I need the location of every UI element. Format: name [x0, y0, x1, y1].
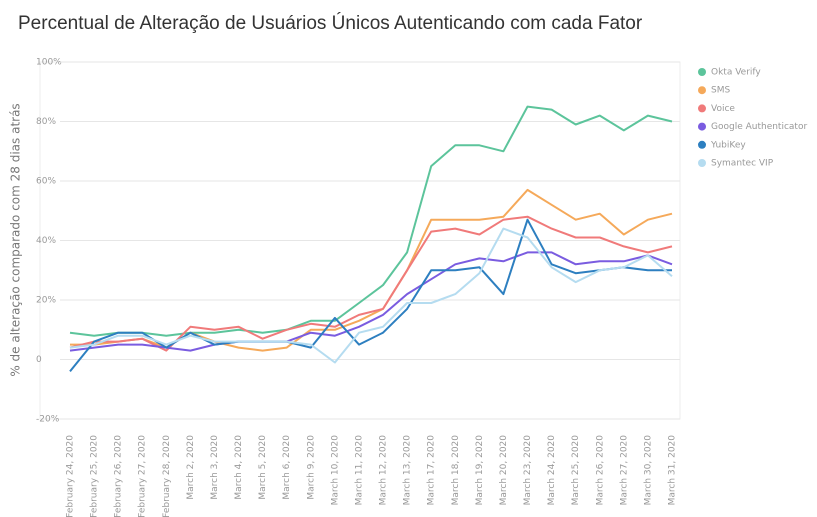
x-tick-label: March 5, 2020: [258, 435, 268, 500]
y-axis-label: % de alteração comparado com 28 dias atr…: [9, 103, 23, 376]
x-tick-label: February 24, 2020: [66, 435, 76, 517]
x-tick-label: March 13, 2020: [403, 435, 413, 506]
y-tick-label: -20%: [36, 415, 60, 425]
y-tick-label: 100%: [36, 58, 62, 68]
y-tick-label: 40%: [36, 236, 56, 246]
legend-swatch: [698, 68, 706, 76]
legend-swatch: [698, 122, 706, 131]
x-tick-label: March 3, 2020: [210, 435, 220, 500]
x-tick-label: March 25, 2020: [571, 435, 581, 506]
legend-label: Voice: [711, 104, 735, 114]
x-tick-label: February 27, 2020: [138, 435, 148, 517]
x-tick-label: March 9, 2020: [306, 435, 316, 500]
legend-swatch: [698, 104, 706, 113]
legend-swatch: [698, 159, 706, 167]
x-tick-label: March 2, 2020: [186, 435, 196, 500]
legend-swatch: [698, 140, 706, 149]
x-tick-label: February 26, 2020: [114, 435, 124, 517]
series-line: [70, 188, 673, 352]
legend-label: Symantec VIP: [711, 159, 774, 169]
x-tick-label: March 6, 2020: [282, 435, 292, 500]
x-tick-label: February 28, 2020: [162, 435, 172, 517]
legend-label: Okta Verify: [711, 68, 761, 78]
x-tick-label: March 23, 2020: [523, 435, 533, 506]
x-tick-label: March 10, 2020: [330, 435, 340, 506]
series-line: [69, 251, 673, 352]
legend-label: SMS: [711, 86, 730, 96]
x-tick-label: March 24, 2020: [547, 435, 557, 506]
legend-label: YubiKey: [710, 140, 746, 150]
x-tick-label: March 26, 2020: [595, 435, 605, 506]
y-tick-label: 20%: [36, 296, 56, 306]
x-tick-label: March 19, 2020: [475, 435, 485, 506]
x-tick-label: March 27, 2020: [619, 435, 629, 506]
x-tick-label: March 12, 2020: [379, 435, 389, 506]
x-tick-label: March 20, 2020: [499, 435, 509, 506]
x-tick-label: March 30, 2020: [643, 435, 653, 506]
y-tick-label: 80%: [36, 117, 56, 127]
series-line: [69, 215, 673, 352]
legend-label: Google Authenticator: [711, 122, 807, 132]
chart-title: Percentual de Alteração de Usuários Únic…: [18, 12, 643, 34]
series-line: [69, 105, 673, 337]
x-tick-label: March 17, 2020: [427, 435, 437, 506]
legend-swatch: [698, 86, 706, 95]
x-tick-label: February 25, 2020: [90, 435, 100, 517]
x-tick-label: March 11, 2020: [354, 435, 364, 506]
x-tick-label: March 4, 2020: [234, 435, 244, 500]
series-line: [69, 218, 672, 373]
series-line: [69, 227, 673, 364]
y-tick-label: 60%: [36, 177, 56, 187]
y-tick-label: 0: [36, 355, 42, 365]
x-tick-label: March 31, 2020: [668, 435, 678, 506]
x-tick-label: March 18, 2020: [451, 435, 461, 506]
